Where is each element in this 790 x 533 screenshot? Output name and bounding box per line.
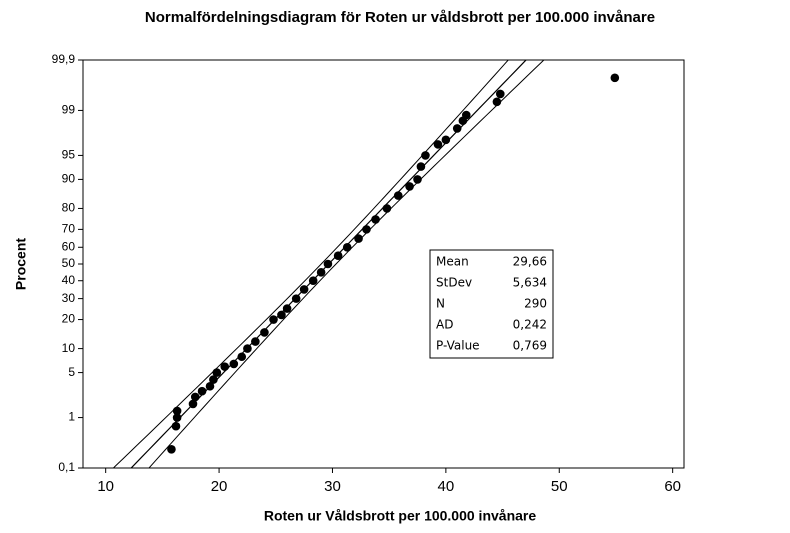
data-point	[495, 89, 505, 99]
data-point	[251, 337, 260, 346]
stats-name: AD	[436, 318, 453, 332]
ci-upper	[148, 60, 545, 468]
y-tick-label: 50	[62, 256, 76, 270]
data-point	[237, 352, 247, 362]
y-tick-label: 5	[68, 365, 75, 379]
stats-name: P-Value	[436, 339, 480, 353]
data-point	[172, 406, 182, 416]
data-point	[220, 362, 230, 371]
y-tick-label: 90	[62, 172, 76, 186]
data-point	[316, 267, 326, 277]
data-point	[212, 368, 222, 377]
data-point	[354, 234, 363, 243]
y-tick-label: 1	[68, 410, 75, 424]
data-point	[277, 310, 286, 320]
data-point	[209, 375, 218, 384]
data-point	[205, 381, 215, 391]
x-tick-label: 50	[551, 478, 568, 495]
x-axis-label: Roten ur Våldsbrott per 100.000 invånare	[264, 508, 537, 524]
y-tick-label: 99	[62, 103, 76, 117]
y-axis-label: Procent	[13, 238, 29, 290]
data-point	[299, 285, 309, 294]
data-point	[323, 259, 333, 269]
x-tick-label: 60	[664, 478, 681, 495]
plot-frame	[82, 59, 685, 469]
y-tick-label: 20	[62, 312, 76, 326]
data-point	[190, 392, 200, 402]
data-point	[416, 162, 426, 171]
stats-name: StDev	[436, 276, 472, 290]
data-point	[243, 344, 252, 353]
x-tick-label: 10	[97, 478, 114, 495]
data-point	[362, 225, 371, 234]
data-point	[291, 294, 301, 303]
data-point	[229, 359, 239, 369]
data-point	[333, 251, 343, 261]
data-point	[167, 445, 176, 454]
data-point	[171, 421, 181, 431]
y-tick-label: 95	[62, 148, 76, 162]
data-point	[421, 151, 430, 160]
data-point	[441, 135, 451, 145]
x-tick-label: 20	[211, 478, 228, 495]
data-point	[172, 413, 182, 422]
x-tick-label: 30	[324, 478, 341, 495]
y-tick-label: 99,9	[52, 52, 76, 66]
data-point	[260, 328, 269, 337]
data-point	[269, 315, 278, 324]
data-point	[382, 204, 392, 213]
stats-value: 0,242	[513, 318, 547, 332]
data-point	[308, 276, 318, 286]
data-point	[492, 97, 502, 107]
stats-box	[429, 249, 554, 359]
y-tick-label: 60	[62, 239, 76, 253]
data-point	[610, 73, 620, 83]
data-point	[405, 182, 414, 191]
stats-name: Mean	[436, 255, 469, 269]
y-tick-label: 10	[62, 341, 76, 355]
y-tick-label: 70	[62, 222, 76, 236]
stats-value: 0,769	[513, 339, 547, 353]
y-tick-label: 0,1	[58, 460, 75, 474]
data-point	[433, 140, 443, 149]
y-tick-label: 80	[62, 201, 76, 215]
data-point	[188, 399, 198, 409]
x-tick-label: 40	[438, 478, 455, 495]
chart-title: Normalfördelningsdiagram för Roten ur vå…	[145, 9, 655, 26]
data-point	[371, 215, 380, 224]
stats-name: N	[436, 297, 445, 311]
data-point	[342, 242, 352, 252]
data-point	[461, 110, 471, 120]
y-tick-label: 30	[62, 291, 76, 305]
ci-lower	[112, 60, 509, 468]
stats-value: 5,634	[513, 276, 547, 290]
data-point	[282, 304, 292, 313]
stats-value: 290	[524, 297, 547, 311]
y-tick-label: 40	[62, 273, 76, 287]
data-point	[393, 191, 403, 200]
data-point	[413, 175, 422, 184]
data-point	[452, 124, 462, 133]
stats-value: 29,66	[513, 255, 547, 269]
data-point	[197, 386, 207, 396]
